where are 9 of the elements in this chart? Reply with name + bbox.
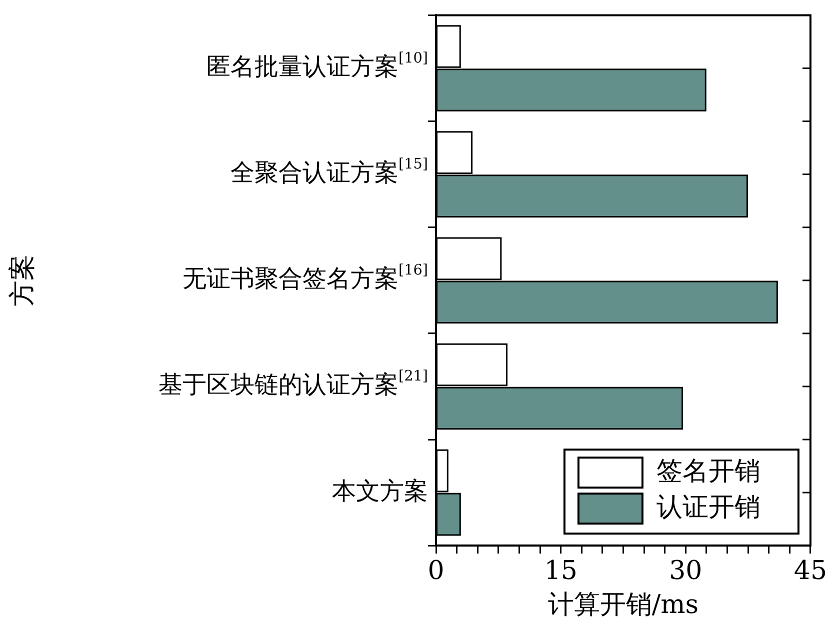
y-axis-title: 方案: [7, 254, 38, 306]
x-axis-title: 计算开销/ms: [548, 590, 699, 620]
y-tick-label: 本文方案: [332, 476, 428, 505]
x-tick-label: 30: [669, 556, 702, 586]
text: 签名开销: [656, 456, 760, 486]
x-tick-label: 0: [428, 556, 444, 586]
legend-label: 认证开销: [656, 492, 760, 522]
x-tick-label: 15: [544, 556, 578, 586]
x-tick-label: 45: [794, 556, 828, 586]
